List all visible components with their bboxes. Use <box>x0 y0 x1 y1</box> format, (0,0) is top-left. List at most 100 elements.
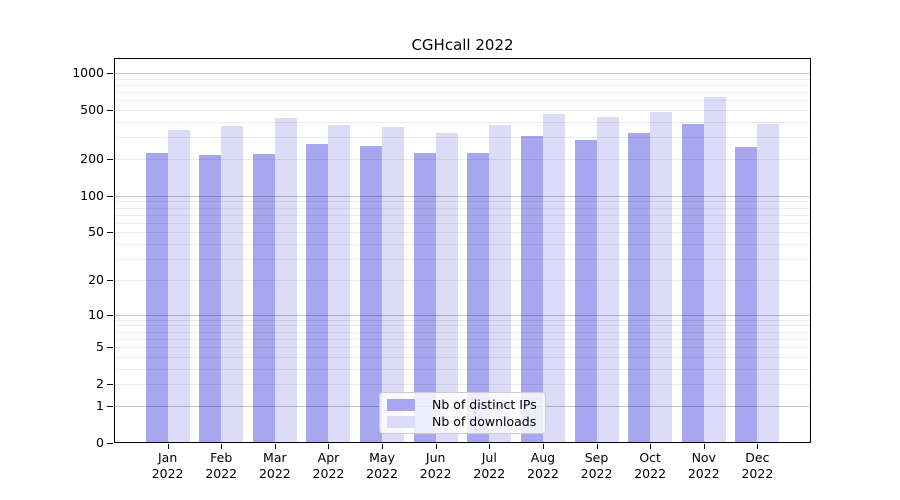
y-tick-label: 50 <box>88 224 104 240</box>
bar-jan-distinct-ips <box>145 152 168 442</box>
bar-may-downloads <box>382 127 405 442</box>
x-tick <box>274 444 276 449</box>
year-label: 2022 <box>634 466 667 481</box>
bar-oct-distinct-ips <box>628 132 651 442</box>
month-label: Jun <box>425 450 446 465</box>
month-label: May <box>369 450 395 465</box>
bar-sep-distinct-ips <box>574 140 597 442</box>
bar-nov-downloads <box>703 97 726 442</box>
bar-feb-downloads <box>221 125 244 442</box>
y-tick-label: 2 <box>96 376 104 392</box>
bar-dec-downloads <box>757 124 780 442</box>
x-tick-label-mar: Mar 2022 <box>247 450 303 482</box>
month-label: Apr <box>317 450 340 465</box>
plot-area: Nb of distinct IPs Nb of downloads <box>114 58 811 443</box>
y-tick <box>107 405 113 407</box>
bar-apr-distinct-ips <box>306 144 329 442</box>
month-label: Oct <box>639 450 661 465</box>
year-label: 2022 <box>419 466 452 481</box>
legend: Nb of distinct IPs Nb of downloads <box>379 392 546 434</box>
x-tick-label-jul: Jul 2022 <box>461 450 517 482</box>
month-label: Jan <box>157 450 178 465</box>
legend-entry-downloads: Nb of downloads <box>387 414 539 429</box>
year-label: 2022 <box>741 466 774 481</box>
y-tick <box>107 232 113 234</box>
x-tick <box>489 444 491 449</box>
legend-swatch-distinct-ips-icon <box>387 398 415 411</box>
y-tick <box>107 73 113 75</box>
x-tick <box>650 444 652 449</box>
y-tick-label: 0 <box>96 435 104 450</box>
month-label: Nov <box>691 450 716 465</box>
y-tick <box>107 443 113 444</box>
month-label: Dec <box>745 450 770 465</box>
y-tick-label: 5 <box>96 339 104 355</box>
x-tick <box>757 444 759 449</box>
bar-feb-distinct-ips <box>199 154 222 442</box>
y-tick <box>107 279 113 281</box>
x-tick <box>328 444 330 449</box>
y-tick-label: 100 <box>80 187 104 203</box>
bar-jul-distinct-ips <box>467 152 490 442</box>
legend-swatch-downloads-icon <box>387 415 415 428</box>
y-tick-label: 10 <box>88 306 104 322</box>
y-tick-label: 500 <box>80 102 104 118</box>
bar-jun-downloads <box>435 133 458 442</box>
chart-title: CGHcall 2022 <box>411 36 514 54</box>
month-label: Sep <box>584 450 609 465</box>
bar-aug-downloads <box>542 114 565 442</box>
x-tick <box>542 444 544 449</box>
year-label: 2022 <box>151 466 184 481</box>
x-tick <box>703 444 705 449</box>
bar-mar-distinct-ips <box>252 153 275 442</box>
legend-entry-distinct-ips: Nb of distinct IPs <box>387 397 539 412</box>
bar-jan-downloads <box>167 130 190 442</box>
y-tick <box>107 110 113 112</box>
legend-label-distinct-ips: Nb of distinct IPs <box>432 397 537 412</box>
x-tick-label-aug: Aug 2022 <box>515 450 571 482</box>
y-tick <box>107 159 113 161</box>
y-tick <box>107 314 113 316</box>
year-label: 2022 <box>366 466 398 481</box>
x-tick-label-jan: Jan 2022 <box>140 450 196 482</box>
y-tick-label: 1000 <box>72 65 104 81</box>
bar-apr-downloads <box>328 125 351 442</box>
x-tick-label-may: May 2022 <box>354 450 410 482</box>
x-tick-label-dec: Dec 2022 <box>729 450 785 482</box>
bar-sep-downloads <box>596 117 619 442</box>
bar-mar-downloads <box>274 118 297 442</box>
x-tick-label-oct: Oct 2022 <box>622 450 678 482</box>
y-tick-label: 20 <box>88 271 104 287</box>
year-label: 2022 <box>687 466 720 481</box>
x-tick-label-jun: Jun 2022 <box>408 450 464 482</box>
bar-nov-distinct-ips <box>681 124 704 442</box>
y-tick <box>107 195 113 197</box>
x-tick-label-apr: Apr 2022 <box>300 450 356 482</box>
y-tick-label: 200 <box>80 151 104 167</box>
bars-layer <box>115 59 810 442</box>
month-label: Aug <box>530 450 556 465</box>
bar-may-distinct-ips <box>360 145 383 442</box>
bar-oct-downloads <box>650 111 673 442</box>
month-label: Mar <box>263 450 287 465</box>
month-label: Jul <box>481 450 497 465</box>
bar-aug-distinct-ips <box>520 136 543 442</box>
year-label: 2022 <box>312 466 345 481</box>
x-tick <box>167 444 169 449</box>
year-label: 2022 <box>205 466 238 481</box>
x-tick-label-sep: Sep 2022 <box>569 450 625 482</box>
year-label: 2022 <box>580 466 613 481</box>
x-tick <box>435 444 437 449</box>
x-tick <box>382 444 384 449</box>
x-tick-label-feb: Feb 2022 <box>193 450 249 482</box>
bar-jul-downloads <box>489 125 512 442</box>
year-label: 2022 <box>527 466 559 481</box>
y-tick-label: 1 <box>96 397 104 413</box>
bar-jun-distinct-ips <box>413 153 436 442</box>
legend-label-downloads: Nb of downloads <box>432 414 537 429</box>
month-label: Feb <box>210 450 233 465</box>
year-label: 2022 <box>258 466 291 481</box>
x-tick <box>221 444 223 449</box>
x-tick-label-nov: Nov 2022 <box>676 450 732 482</box>
